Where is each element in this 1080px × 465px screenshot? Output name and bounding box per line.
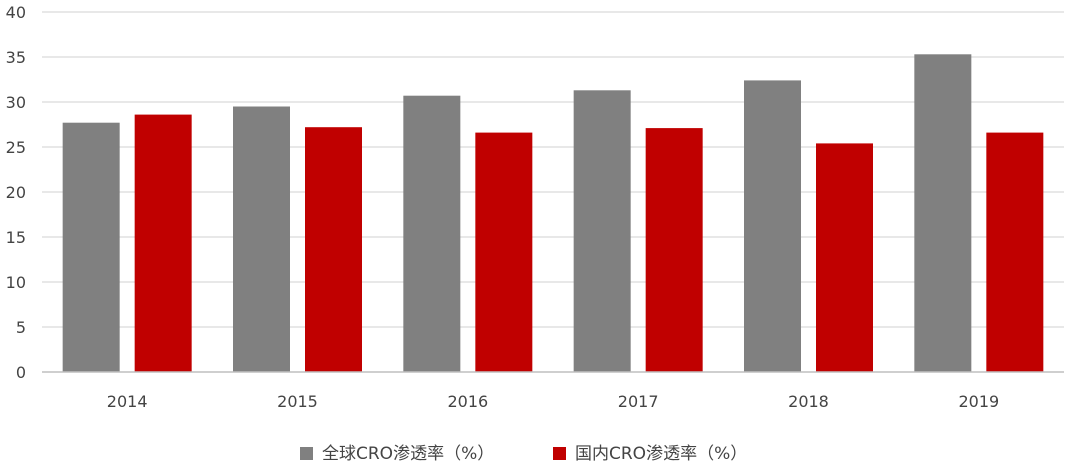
bars: [62, 54, 1044, 373]
x-tick-label: 2015: [277, 392, 318, 411]
bar-series-1-2015: [305, 127, 362, 372]
y-tick-label: 40: [6, 3, 26, 22]
legend-swatch-1: [553, 447, 566, 460]
y-tick-label: 15: [6, 228, 26, 247]
bar-series-0-2019: [914, 54, 972, 373]
bar-series-0-2018: [744, 80, 801, 373]
legend: 全球CRO渗透率（%） 国内CRO渗透率（%）: [300, 444, 747, 464]
y-tick-label: 35: [6, 48, 26, 67]
y-tick-label: 25: [6, 138, 26, 157]
y-tick-label: 5: [16, 318, 26, 337]
x-tick-label: 2018: [788, 392, 829, 411]
legend-swatch-0: [300, 447, 313, 460]
x-tick-label: 2017: [618, 392, 659, 411]
legend-label-1: 国内CRO渗透率（%）: [575, 444, 747, 464]
bar-series-0-2014: [62, 122, 120, 372]
bar-series-1-2016: [475, 132, 533, 372]
bar-series-1-2018: [816, 143, 873, 372]
bar-series-1-2017: [645, 128, 703, 372]
bar-series-0-2015: [233, 106, 290, 372]
y-tick-label: 30: [6, 93, 26, 112]
bar-series-1-2019: [986, 132, 1044, 372]
x-tick-label: 2019: [958, 392, 999, 411]
y-tick-label: 10: [6, 273, 26, 292]
bar-series-0-2016: [403, 95, 461, 372]
x-axis-tick-labels: 2014 2015 2016 2017 2018 2019: [107, 392, 999, 411]
y-axis-tick-labels: 0 5 10 15 20 25 30 35 40: [6, 3, 26, 382]
x-tick-label: 2016: [447, 392, 488, 411]
gridlines: [42, 11, 1064, 328]
legend-label-0: 全球CRO渗透率（%）: [322, 444, 494, 464]
bar-series-0-2017: [573, 90, 631, 373]
y-tick-label: 20: [6, 183, 26, 202]
y-tick-label: 0: [16, 363, 26, 382]
x-tick-label: 2014: [107, 392, 148, 411]
bar-series-1-2014: [134, 114, 192, 372]
